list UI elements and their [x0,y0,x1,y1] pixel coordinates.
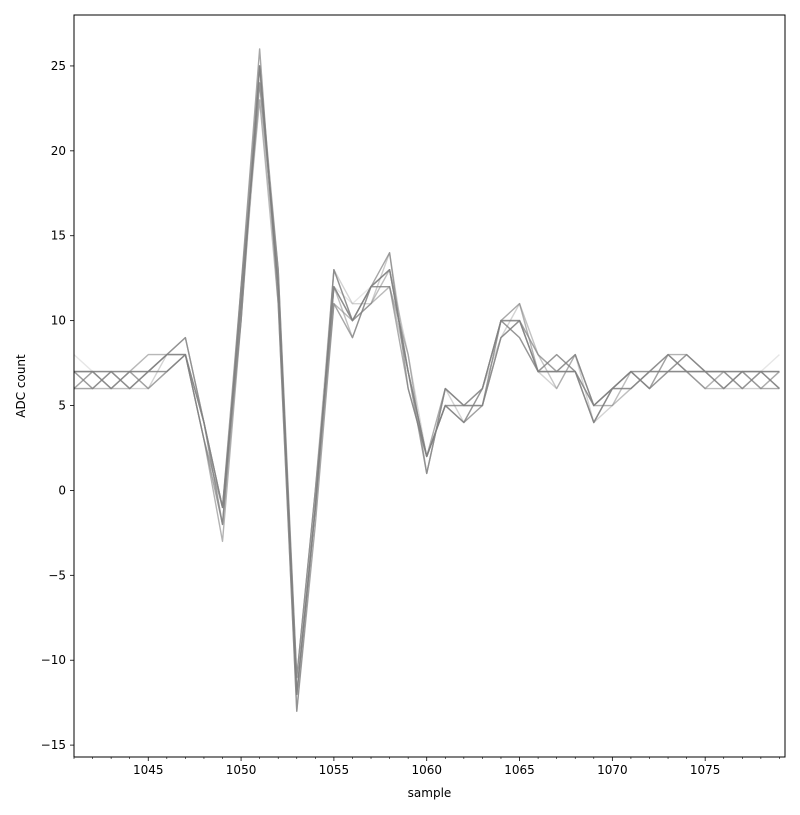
plot-area-frame [73,14,786,758]
y-tick-label: 20 [51,144,66,158]
x-axis: 1045 1050 1055 1060 1065 1070 1075 [73,757,780,777]
y-axis-label: ADC count [14,354,28,418]
y-tick-label: −5 [48,568,66,582]
series-line-12 [74,65,780,678]
series-layer [74,48,780,712]
series-line-8 [74,99,780,712]
y-tick-label: 0 [58,483,66,497]
x-tick-label: 1065 [504,763,535,777]
y-tick-label: −15 [41,738,66,752]
y-tick-label: 25 [51,59,66,73]
x-tick-label: 1075 [690,763,721,777]
x-tick-label: 1055 [319,763,350,777]
y-tick-label: 5 [58,399,66,413]
x-tick-label: 1050 [226,763,257,777]
y-axis: −15 −10 −5 0 5 10 15 20 25 [41,59,74,752]
series-line-11 [74,82,780,695]
y-tick-label: 15 [51,229,66,243]
x-tick-label: 1045 [133,763,164,777]
x-tick-label: 1070 [597,763,628,777]
y-tick-label: 10 [51,314,66,328]
x-axis-label: sample [408,786,452,800]
series-line-10 [74,65,780,695]
y-tick-label: −10 [41,653,66,667]
x-tick-label: 1060 [411,763,442,777]
